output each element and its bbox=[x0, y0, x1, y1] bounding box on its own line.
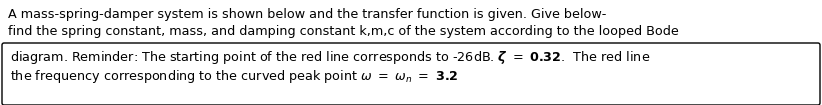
Text: diagram. Reminder: The starting point of the red line corresponds to -26dB. $\bo: diagram. Reminder: The starting point of… bbox=[10, 49, 650, 66]
Text: A mass-spring-damper system is shown below and the transfer function is given. G: A mass-spring-damper system is shown bel… bbox=[8, 8, 607, 21]
Text: the frequency corresponding to the curved peak point $\mathit{\omega}$ $=$ $\mat: the frequency corresponding to the curve… bbox=[10, 68, 458, 85]
Text: find the spring constant, mass, and damping constant k,m,c of the system accordi: find the spring constant, mass, and damp… bbox=[8, 25, 679, 38]
FancyBboxPatch shape bbox=[2, 43, 820, 105]
